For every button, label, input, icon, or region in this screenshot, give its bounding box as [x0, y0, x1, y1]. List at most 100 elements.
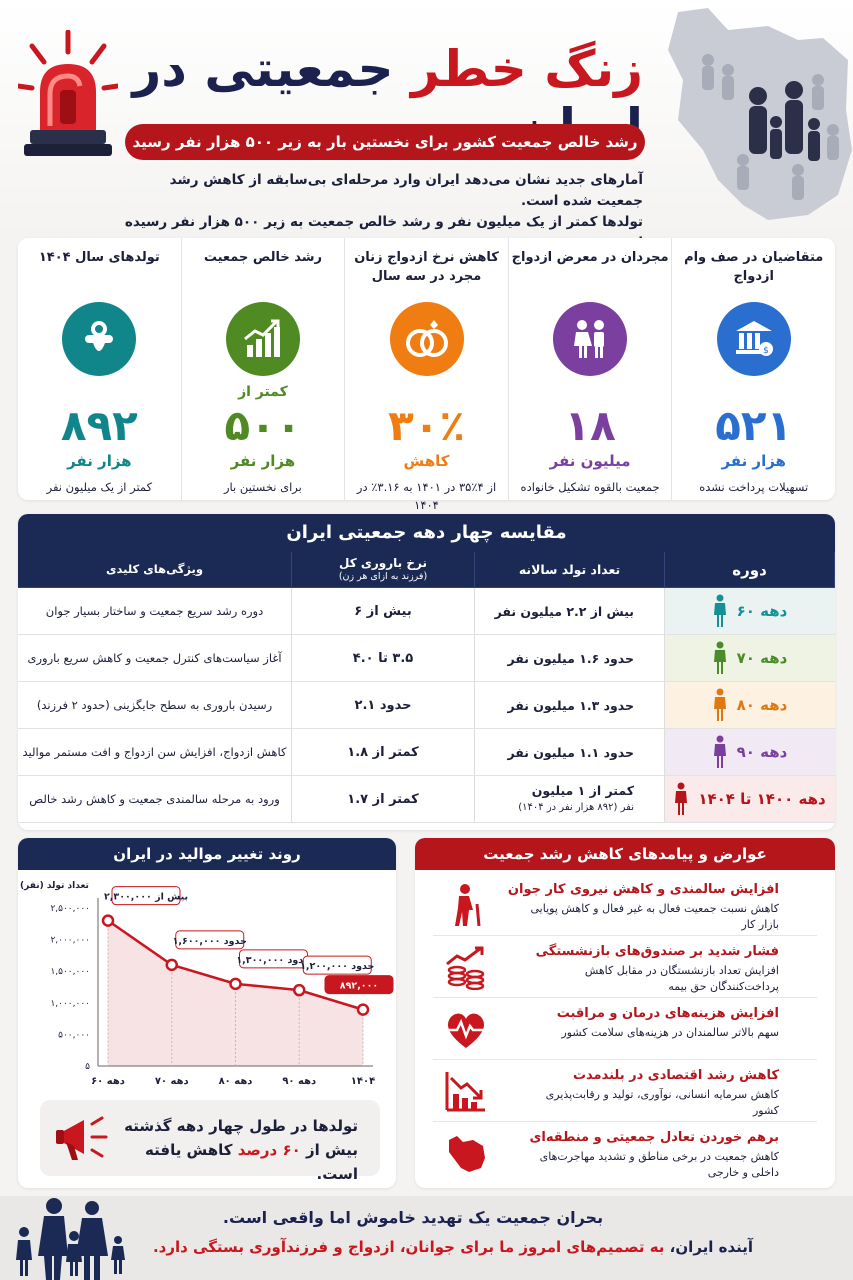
comparison-table: مقایسه چهار دهه جمعیتی ایران دوره تعداد …	[18, 514, 835, 830]
family-icon	[16, 1198, 125, 1280]
person-icon	[675, 782, 688, 815]
tfr-cell: ۳.۵ تا ۴.۰	[292, 635, 475, 681]
stat-unit: کاهش	[403, 452, 450, 470]
births-value: حدود ۱.۱ میلیون نفر	[507, 744, 634, 760]
stat-note: جمعیت بالقوه تشکیل خانواده	[520, 480, 660, 494]
point-label: حدود ۱,۳۰۰,۰۰۰	[236, 955, 310, 966]
growth-chart-icon	[225, 302, 300, 376]
stat-card: متقاضیان در صف وام ازدواج $۵۲۱ هزار نفر تسه…	[671, 238, 835, 500]
table-title: مقایسه چهار دهه جمعیتی ایران	[18, 514, 835, 552]
point-label: ۸۹۲,۰۰۰	[340, 981, 378, 992]
consequences-title: عوارض و پیامدهای کاهش رشد جمعیت	[415, 838, 835, 870]
consequence-title: کاهش رشد اقتصادی در بلندمدت	[572, 1068, 779, 1083]
consequence-item: کاهش رشد اقتصادی در بلندمدت کاهش سرمایه ا…	[433, 1060, 817, 1122]
births-value: حدود ۱.۶ میلیون نفر	[507, 650, 634, 666]
callout-text: تولدها در طول چهار دهه گذشته بیش از ۶۰ د…	[118, 1114, 358, 1186]
callout-post: کاهش یافته است.	[145, 1141, 358, 1183]
callout-line-2: بیش از ۶۰ درصد کاهش یافته است.	[118, 1138, 358, 1186]
stat-note: کمتر از یک میلیون نفر	[46, 480, 153, 494]
stat-value: ۵۰۰	[224, 401, 302, 450]
stat-value: ۱۸	[564, 401, 616, 450]
table-row: دهه ۷۰ حدود ۱.۶ میلیون نفر ۳.۵ تا ۴.۰ آغاز …	[18, 635, 835, 682]
births-cell: حدود ۱.۱ میلیون نفر	[475, 729, 665, 775]
person-icon	[713, 735, 726, 768]
svg-text:$: $	[763, 346, 769, 356]
iran-map-crowd-icon	[668, 8, 852, 220]
x-tick-label: دهه ۹۰	[282, 1076, 316, 1087]
footer-line-1: بحران جمعیت یک تهدید خاموش اما واقعی است…	[222, 1208, 604, 1227]
table-body: دهه ۶۰ بیش از ۲.۲ میلیون نفر بیش از ۶ دوره …	[18, 588, 835, 823]
decline-callout: تولدها در طول چهار دهه گذشته بیش از ۶۰ د…	[40, 1100, 380, 1183]
megaphone-icon	[56, 1116, 108, 1160]
stat-note: تسهیلات پرداخت نشده	[699, 480, 809, 494]
stat-value: ۵۲۱	[715, 401, 793, 450]
point-label: بیش از ۲,۳۰۰,۰۰۰	[104, 892, 188, 903]
bank-icon: $	[716, 302, 791, 376]
stat-unit: میلیون نفر	[549, 452, 631, 470]
stat-card: تولدهای سال ۱۴۰۴ ۸۹۲ هزار نفر کمتر از یک می…	[18, 238, 181, 500]
stat-label: تولدهای سال ۱۴۰۴	[38, 250, 160, 265]
iran-map-icon	[449, 1136, 485, 1172]
tfr-cell: کمتر از ۱.۸	[292, 729, 475, 775]
consequence-desc: افزایش تعداد بازنشستگان در مقابل کاهش پر…	[584, 964, 779, 993]
person-icon	[713, 641, 726, 674]
title-highlight: زنگ خطر	[410, 40, 644, 98]
footer: بحران جمعیت یک تهدید خاموش اما واقعی است…	[0, 1196, 853, 1280]
stat-value: ۳۰٪	[388, 401, 465, 450]
stat-value: ۸۹۲	[60, 401, 138, 450]
point-label-box	[324, 975, 394, 995]
callout-highlight: ۶۰ درصد	[237, 1141, 301, 1159]
x-tick-label: ۱۴۰۴	[351, 1076, 375, 1087]
footer-line-2-highlight: به تصمیم‌های امروز ما برای جوانان، ازدوا…	[152, 1238, 665, 1256]
point-label: حدود ۱,۲۰۰,۰۰۰	[300, 961, 374, 972]
y-tick-label: ۲,۰۰۰,۰۰۰	[50, 936, 90, 946]
couple-icon	[553, 302, 628, 376]
header-births: تعداد تولد سالانه	[475, 552, 665, 587]
consequence-item: فشار شدید بر صندوق‌های بازنشستگی افزایش ت…	[433, 936, 817, 998]
header-tfr: نرخ باروری کل (فرزند به ازای هر زن)	[292, 552, 475, 587]
header-period: دوره	[665, 552, 835, 587]
x-tick-label: دهه ۶۰	[91, 1076, 125, 1087]
y-axis-label: تعداد تولد (نفر)	[20, 881, 89, 891]
data-point	[293, 983, 306, 997]
stat-prefix	[18, 384, 181, 402]
tfr-cell: کمتر از ۱.۷	[292, 776, 475, 822]
period-label: دهه ۱۴۰۰ تا ۱۴۰۴	[698, 790, 826, 808]
consequence-desc: سهم بالاتر سالمندان در هزینه‌های سلامت ک…	[561, 1026, 779, 1039]
stat-note: از ۴٪۳۵ در ۱۴۰۱ به ۳.۱۶٪ در ۱۴۰۴	[356, 480, 497, 512]
births-cell: بیش از ۲.۲ میلیون نفر	[475, 588, 665, 634]
y-tick-label: ۵۰۰,۰۰۰	[58, 1030, 90, 1040]
y-tick-label: ۱,۰۰۰,۰۰۰	[50, 999, 90, 1009]
consequence-item: افزایش هزینه‌های درمان و مراقبت سهم بالات…	[433, 998, 817, 1060]
features-cell: آغاز سیاست‌های کنترل جمعیت و کاهش سریع ب…	[18, 635, 292, 681]
consequences-list: افزایش سالمندی و کاهش نیروی کار جوان کاهش…	[415, 870, 835, 1184]
header-tfr-sub: (فرزند به ازای هر زن)	[338, 570, 428, 582]
point-label-box	[302, 955, 372, 975]
tfr-cell: بیش از ۶	[292, 588, 475, 634]
births-trend-panel: روند تغییر موالید در ایران تعداد تولد (ن…	[18, 838, 396, 1188]
data-point	[101, 914, 115, 927]
period-label: دهه ۸۰	[736, 696, 788, 714]
stat-label: کاهش نرخ ازدواج زنان مجرد در سه سال	[354, 250, 499, 284]
stat-unit: هزار نفر	[721, 452, 786, 470]
heart-pulse-icon	[447, 1013, 485, 1048]
elderly-icon	[455, 884, 481, 927]
consequence-title: برهم خوردن تعادل جمعیتی و منطقه‌ای	[529, 1130, 779, 1145]
stat-card: رشد خالص جمعیت کمتر از ۵۰۰ هزار نفر برای نخس…	[180, 238, 345, 500]
header-tfr-label: نرخ باروری کل	[339, 555, 427, 570]
consequence-item: افزایش سالمندی و کاهش نیروی کار جوان کاهش…	[433, 874, 817, 936]
y-tick-label: ۱,۵۰۰,۰۰۰	[50, 967, 90, 977]
features-cell: رسیدن باروری به سطح جایگزینی (حدود ۲ فرز…	[18, 682, 292, 728]
stat-prefix	[672, 384, 835, 402]
consequence-item: برهم خوردن تعادل جمعیتی و منطقه‌ای کاهش ج…	[433, 1122, 817, 1184]
point-label-box	[111, 886, 181, 906]
consequence-title: افزایش سالمندی و کاهش نیروی کار جوان	[507, 882, 779, 897]
stat-label: متقاضیان در صف وام ازدواج	[684, 250, 824, 284]
births-line-chart: تعداد تولد (نفر) ۵ ۵۰۰,۰۰۰ ۱,۰۰۰,۰۰۰ ۱,۵۰۰,۰…	[20, 881, 394, 1087]
person-icon	[713, 688, 726, 721]
pacifier-icon	[62, 302, 137, 376]
period-label: دهه ۷۰	[736, 649, 788, 667]
stat-card: کاهش نرخ ازدواج زنان مجرد در سه سال ۳۰٪ کا…	[344, 238, 508, 512]
callout-line-1: تولدها در طول چهار دهه گذشته	[124, 1117, 358, 1135]
